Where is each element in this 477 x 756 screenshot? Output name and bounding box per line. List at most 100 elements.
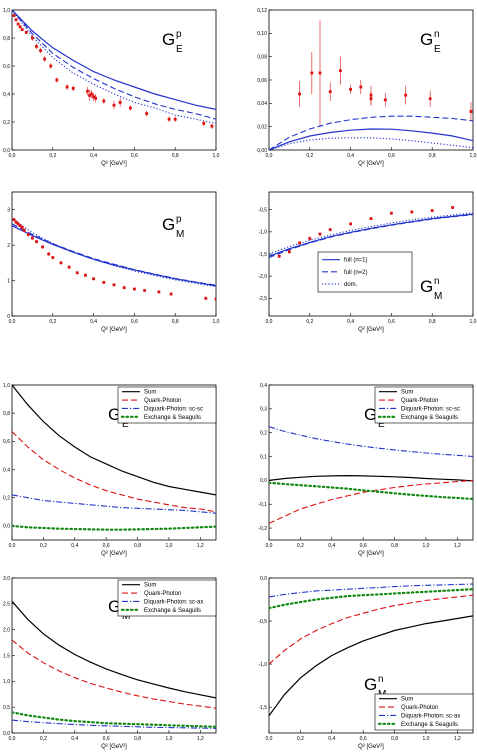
legend-label: Exchange & Seagulls (144, 608, 201, 614)
data-point (349, 222, 352, 226)
data-point (428, 97, 432, 101)
plot-frame (11, 9, 217, 151)
x-tick-label: 1,2 (454, 543, 461, 549)
x-tick-label: 0,4 (347, 319, 354, 325)
chart-panel-p1: 0,0 0,2 0,4 0,6 0,8 1,0 0,0 0,2 0,4 0,6 0,8 1,0 Q² [… (3, 8, 220, 167)
data-point (118, 101, 122, 104)
panel-title-superscript: n (378, 674, 384, 685)
series-line-dashed (12, 10, 216, 120)
y-tick-label: 0,6 (3, 64, 10, 70)
data-point (84, 273, 87, 277)
data-point (16, 222, 20, 226)
data-point (328, 90, 332, 94)
x-axis-label: Q² [GeV²] (358, 744, 384, 750)
data-point (16, 22, 20, 26)
y-tick-label: -1,0 (258, 662, 267, 668)
x-tick-label: 1,0 (213, 319, 220, 325)
x-tick-label: 0,2 (306, 153, 313, 159)
data-point (339, 69, 342, 73)
x-tick-label: 0,2 (40, 736, 47, 742)
legend-label: dom. (344, 282, 358, 288)
series-line-sum (269, 474, 473, 482)
y-tick-label: 0,2 (3, 496, 10, 502)
panel-title-letter: G (162, 30, 175, 49)
data-point (390, 211, 393, 215)
x-tick-label: 1,0 (422, 543, 429, 549)
x-tick-label: 0,0 (266, 153, 273, 159)
series-group (269, 583, 473, 717)
x-axis-label: Q² [GeV²] (101, 161, 127, 167)
x-tick-label: 1,2 (197, 543, 204, 549)
x-tick-label: 0,8 (429, 319, 436, 325)
panel-title-letter: G (364, 405, 377, 424)
data-point (31, 236, 34, 240)
legend-label: Sum (401, 697, 413, 703)
data-point (404, 93, 408, 97)
data-point (92, 95, 95, 99)
legend-label: Quark-Photon (144, 591, 181, 597)
y-tick-label: 2,5 (3, 602, 10, 608)
data-point (145, 112, 149, 115)
y-tick-label: 0,8 (3, 411, 10, 417)
chart-panel-p2: 0,0 0,2 0,4 0,6 0,8 1,0 0,00 0,02 0,04 0,06 0,08 0,… (257, 8, 476, 167)
x-tick-label: 0,8 (391, 543, 398, 549)
y-tick-label: 0,2 (260, 430, 267, 436)
series-group (269, 206, 473, 259)
legend-label: Diquark-Photon: sc-ax (401, 713, 460, 719)
data-point (35, 240, 38, 243)
x-tick-label: 0,4 (71, 543, 78, 549)
series-line-dashed (269, 214, 473, 259)
data-point (288, 250, 291, 254)
series-line-quark-photon (269, 594, 473, 665)
legend: Sum Quark-Photon Diquark-Photon: sc-sc Exch… (117, 386, 217, 424)
series-line-sum (269, 615, 473, 717)
x-tick-label: 0,6 (103, 543, 110, 549)
y-tick-label: 0,3 (260, 407, 267, 413)
y-tick-label: -1,5 (258, 252, 267, 258)
y-tick-label: 0,4 (3, 92, 10, 98)
data-point (12, 14, 16, 17)
data-point (94, 96, 98, 100)
x-tick-label: 0,4 (90, 319, 97, 325)
x-tick-label: 0,6 (360, 736, 367, 742)
y-tick-label: 0,1 (260, 454, 267, 460)
legend-label: Quark-Photon (401, 705, 438, 711)
data-point (383, 98, 387, 102)
x-tick-label: 0,8 (172, 319, 179, 325)
data-point (328, 228, 332, 232)
data-point (128, 106, 132, 110)
x-tick-label: 0,6 (388, 319, 395, 325)
data-point (22, 228, 26, 232)
series-line-quark-photon (269, 479, 473, 524)
y-tick-label: 0,4 (260, 383, 267, 389)
panel-title-subscript: M (176, 229, 184, 240)
y-tick-label: 3,0 (3, 576, 10, 582)
y-tick-label: -2,5 (258, 296, 267, 302)
x-axis-label: Q² [GeV²] (358, 161, 384, 167)
x-axis-label: Q² [GeV²] (358, 327, 384, 333)
data-point (369, 217, 373, 220)
y-tick-label: -1,5 (258, 705, 267, 711)
data-point (24, 31, 28, 34)
x-tick-label: 1,2 (197, 736, 204, 742)
data-point (14, 18, 18, 22)
series-line-full (12, 10, 216, 110)
plot-frame (268, 577, 474, 734)
data-point (88, 94, 91, 97)
x-tick-label: 0,6 (103, 736, 110, 742)
data-point (167, 117, 171, 121)
data-point (102, 280, 106, 284)
series-line-exchange-seagulls (12, 524, 216, 531)
x-tick-label: 0,8 (391, 736, 398, 742)
data-point (90, 92, 93, 96)
panel-title-subscript: E (176, 44, 183, 55)
legend-box (374, 693, 474, 731)
series-line-diquark-photon-sc-ax (269, 583, 473, 598)
series-group (12, 385, 216, 531)
x-axis-label: Q² [GeV²] (101, 551, 127, 557)
data-point (41, 245, 44, 249)
x-tick-label: 1,0 (422, 736, 429, 742)
y-tick-label: -0,2 (258, 526, 267, 532)
